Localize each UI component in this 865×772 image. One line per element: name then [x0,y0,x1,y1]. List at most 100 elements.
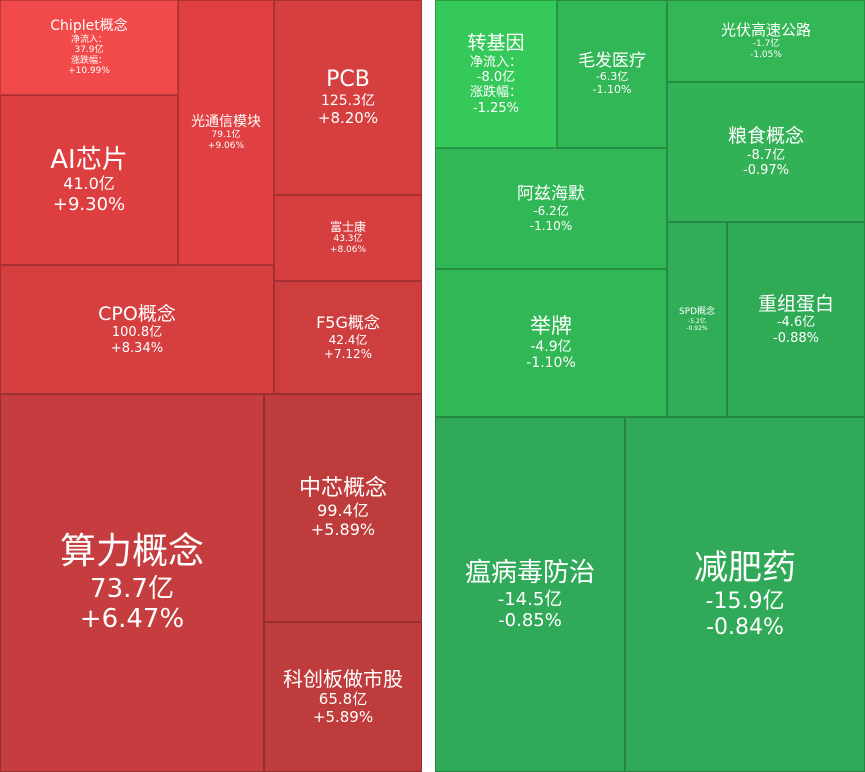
tile-flow-value: 41.0亿 [63,174,115,194]
tile-change-row: +8.20% [317,108,379,128]
tile-change-value: +8.06% [329,245,367,256]
tile-change-row: +9.30% [53,194,125,215]
tile-flow-value: -6.2亿 [533,204,569,219]
gainer-tile[interactable]: Chiplet概念 净流入： 37.9亿 涨跌幅： +10.99% [0,0,178,95]
tile-change-row: +5.89% [310,519,376,540]
tile-change-value: -0.84% [706,614,784,640]
tile-flow-row: 净流入： -8.0亿 [470,55,522,86]
tile-flow-row: 42.4亿 [329,333,368,347]
loser-tile[interactable]: 光伏高速公路 -1.7亿 -1.05% [667,0,865,82]
tile-flow-row: -4.9亿 [530,339,571,356]
gainer-tile[interactable]: 中芯概念 99.4亿 +5.89% [264,394,422,622]
gainer-tile[interactable]: PCB 125.3亿 +8.20% [274,0,422,195]
tile-flow-row: -4.6亿 [777,315,815,330]
tile-flow-row: 100.8亿 [112,325,162,340]
tile-flow-value: 99.4亿 [317,501,369,521]
tile-flow-value: -1.7亿 [752,39,780,50]
gainer-tile[interactable]: CPO概念 100.8亿 +8.34% [0,265,274,394]
tile-flow-value: -8.7亿 [746,147,786,163]
tile-change-row: +9.06% [208,141,244,152]
tile-flow-value: -14.5亿 [497,588,563,610]
tile-flow-value: 43.3亿 [333,234,363,245]
tile-name: SPD概念 [678,307,716,318]
tile-flow-row: -6.2亿 [533,204,568,218]
loser-tile[interactable]: 瘟病毒防治 -14.5亿 -0.85% [435,417,625,772]
tile-change-value: +5.89% [310,519,376,539]
tile-change-row: 涨跌幅： +10.99% [68,56,110,77]
gainer-tile[interactable]: AI芯片 41.0亿 +9.30% [0,95,178,265]
flow-label: 净流入： [469,54,522,70]
loser-tile[interactable]: 毛发医疗 -6.3亿 -1.10% [557,0,667,148]
gainer-tile[interactable]: 科创板做市股 65.8亿 +5.89% [264,622,422,772]
tile-change-value: -1.25% [472,100,519,116]
loser-tile[interactable]: SPD概念 -5.2亿 -0.92% [667,222,727,417]
tile-flow-value: -4.6亿 [776,315,816,331]
loser-tile[interactable]: 重组蛋白 -4.6亿 -0.88% [727,222,865,417]
tile-name: Chiplet概念 [50,18,128,35]
tile-flow-value: -6.3亿 [595,70,629,84]
tile-change-value: -1.05% [750,49,782,60]
tile-flow-row: -15.9亿 [706,589,785,615]
tile-flow-row: 99.4亿 [317,501,369,521]
tile-change-row: -0.97% [743,163,789,178]
gainer-tile[interactable]: F5G概念 42.4亿 +7.12% [274,281,422,394]
tile-change-value: +8.20% [317,108,379,127]
change-label: 涨跌幅： [70,55,107,66]
tile-flow-value: 37.9亿 [74,45,104,56]
tile-name: AI芯片 [50,144,128,175]
tile-name: F5G概念 [316,312,380,332]
tile-flow-row: -8.7亿 [747,148,785,163]
tile-flow-row: 65.8亿 [318,690,368,709]
loser-tile[interactable]: 举牌 -4.9亿 -1.10% [435,269,667,417]
tile-flow-row: 43.3亿 [333,234,362,245]
tile-name: 减肥药 [694,548,796,589]
tile-name: 阿兹海默 [517,184,585,205]
tile-change-row: 涨跌幅： -1.25% [470,85,522,116]
tile-change-row: +8.06% [330,245,366,256]
loser-tile[interactable]: 阿兹海默 -6.2亿 -1.10% [435,148,667,269]
tile-flow-value: 65.8亿 [318,690,368,709]
tile-flow-row: 73.7亿 [90,574,174,605]
gainer-tile[interactable]: 光通信模块 79.1亿 +9.06% [178,0,274,265]
tile-flow-value: -5.2亿 [688,317,706,325]
tile-name: PCB [326,67,370,93]
tile-change-value: -1.10% [529,218,573,233]
gainer-tile[interactable]: 富士康 43.3亿 +8.06% [274,195,422,281]
tile-flow-value: -8.0亿 [476,69,516,85]
tile-flow-row: -5.2亿 [688,318,706,325]
tile-flow-row: 79.1亿 [211,130,240,141]
tile-flow-row: 净流入： 37.9亿 [71,35,107,56]
tile-change-value: +8.34% [110,340,164,356]
tile-change-row: -1.10% [593,83,632,97]
tile-flow-row: -6.3亿 [595,70,629,84]
tile-change-row: -0.92% [686,325,707,332]
tile-flow-row: 125.3亿 [321,93,375,110]
tile-change-row: +7.12% [324,347,372,361]
gainer-tile[interactable]: 算力概念 73.7亿 +6.47% [0,394,264,772]
tile-change-value: -1.10% [526,355,576,372]
tile-change-value: +5.89% [312,707,374,726]
loser-tile[interactable]: 转基因 净流入： -8.0亿 涨跌幅： -1.25% [435,0,557,148]
tile-flow-value: -15.9亿 [705,588,785,614]
tile-change-value: -0.88% [773,330,819,346]
tile-name: CPO概念 [98,302,176,325]
loser-tile[interactable]: 减肥药 -15.9亿 -0.84% [625,417,865,772]
tile-flow-value: 100.8亿 [111,325,163,341]
tile-change-row: -1.10% [526,355,576,372]
tile-change-row: -1.05% [750,50,782,61]
tile-flow-value: -4.9亿 [530,338,572,355]
loser-tile[interactable]: 粮食概念 -8.7亿 -0.97% [667,82,865,222]
tile-flow-row: -1.7亿 [753,39,780,50]
tile-change-row: +8.34% [111,341,163,356]
tile-name: 毛发医疗 [578,51,646,71]
tile-flow-value: 42.4亿 [328,332,368,347]
tile-change-row: -0.84% [706,615,784,641]
tile-flow-row: -14.5亿 [498,589,563,610]
tile-name: 重组蛋白 [757,292,834,315]
tile-name: 粮食概念 [727,125,804,148]
tile-flow-value: 79.1亿 [211,130,241,141]
tile-name: 算力概念 [59,531,204,573]
tile-change-value: -0.85% [498,609,562,631]
tile-change-value: +9.30% [52,194,126,216]
